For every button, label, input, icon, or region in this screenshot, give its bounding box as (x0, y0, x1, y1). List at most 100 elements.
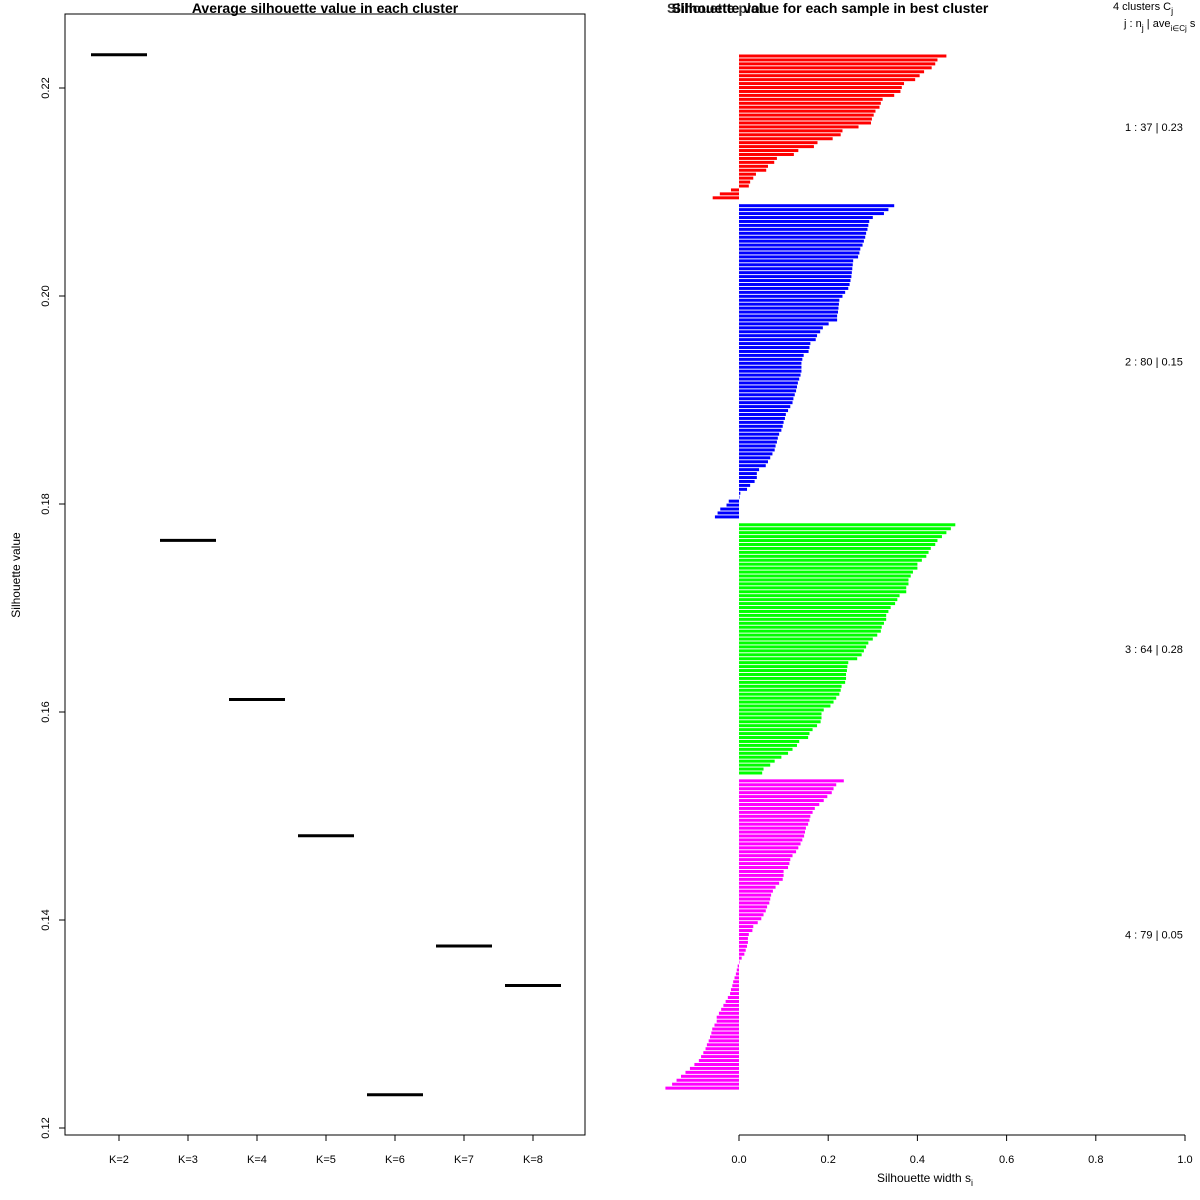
silhouette-bar (739, 456, 771, 460)
silhouette-bar (739, 921, 758, 925)
silhouette-bar (739, 586, 907, 590)
silhouette-bar (739, 452, 773, 456)
silhouette-bar (712, 1027, 739, 1031)
silhouette-bar (739, 259, 854, 263)
silhouette-bar (739, 275, 852, 279)
silhouette-bar (694, 1062, 739, 1066)
silhouette-bar (739, 767, 764, 771)
silhouette-bar (739, 862, 790, 866)
silhouette-bar (739, 929, 753, 933)
silhouette-bar (676, 1078, 739, 1082)
silhouette-bar (739, 338, 816, 342)
x-tick-label: K=7 (454, 1154, 474, 1166)
silhouette-bar (739, 432, 780, 436)
silhouette-bar (739, 322, 829, 326)
silhouette-bar (739, 960, 740, 964)
silhouette-bar (739, 629, 881, 633)
silhouette-bar (739, 361, 802, 365)
x-tick-label: 0.4 (910, 1154, 925, 1166)
silhouette-bar (739, 353, 804, 357)
silhouette-bar (739, 389, 797, 393)
silhouette-bar (739, 546, 931, 550)
x-tick-label: 0.6 (999, 1154, 1014, 1166)
silhouette-bar (739, 948, 746, 952)
silhouette-bar (739, 897, 771, 901)
x-tick-label: K=6 (385, 1154, 405, 1166)
silhouette-bar (718, 1011, 739, 1015)
silhouette-bar (739, 688, 841, 692)
silhouette-bar (739, 582, 909, 586)
silhouette-bar (739, 818, 810, 822)
silhouette-bar (739, 342, 811, 346)
silhouette-bar (739, 739, 800, 743)
x-tick-label: 0.0 (731, 1154, 746, 1166)
silhouette-bar (739, 82, 905, 86)
silhouette-bar (739, 558, 922, 562)
silhouette-bar (739, 223, 869, 227)
silhouette-bar (739, 89, 901, 93)
silhouette-bar (739, 204, 895, 208)
silhouette-bar (739, 578, 909, 582)
silhouette-bar (739, 783, 837, 787)
silhouette-bar (739, 172, 756, 176)
silhouette-bar (739, 755, 782, 759)
silhouette-bar (725, 999, 739, 1003)
y-tick-label: 0.18 (40, 493, 52, 514)
silhouette-bar (705, 1047, 739, 1051)
silhouette-bar (720, 507, 739, 511)
avg-silhouette-y-axis: 0.12 0.14 0.16 0.18 0.20 0.22 (40, 77, 65, 1139)
silhouette-bar (739, 802, 820, 806)
y-tick-label: 0.16 (40, 701, 52, 722)
silhouette-bar (739, 523, 956, 527)
silhouette-bar (739, 251, 860, 255)
silhouette-bar (739, 708, 824, 712)
silhouette-bar (739, 472, 757, 476)
silhouette-bar (739, 704, 831, 708)
silhouette-bar (703, 1051, 739, 1055)
silhouette-bar (739, 145, 814, 149)
silhouette-bar (739, 672, 847, 676)
silhouette-bar (739, 227, 868, 231)
silhouette-bar (739, 255, 859, 259)
legend-header-line1: 4 clusters Cj (1113, 1, 1173, 16)
silhouette-bar (732, 984, 739, 988)
silhouette-bar (739, 101, 881, 105)
silhouette-bar (739, 787, 834, 791)
silhouette-bar (739, 334, 818, 338)
silhouette-bar (739, 885, 776, 889)
silhouette-bar (739, 846, 799, 850)
silhouette-bar (739, 720, 821, 724)
silhouette-bar (716, 1019, 739, 1023)
silhouette-bar (733, 980, 739, 984)
silhouette-bar (739, 125, 859, 129)
silhouette-bar (739, 566, 918, 570)
x-tick-label: K=3 (178, 1154, 198, 1166)
silhouette-bar (739, 74, 920, 78)
silhouette-bar (739, 869, 784, 873)
silhouette-bar (739, 936, 748, 940)
silhouette-bar (739, 574, 911, 578)
x-tick-label: K=8 (523, 1154, 543, 1166)
silhouette-bar (739, 302, 839, 306)
silhouette-bar (681, 1074, 739, 1078)
silhouette-bar (739, 133, 841, 137)
silhouette-bar (728, 499, 739, 503)
silhouette-bar (739, 219, 870, 223)
silhouette-bar (739, 483, 751, 487)
silhouette-bar (739, 732, 810, 736)
silhouette-bar (739, 271, 852, 275)
silhouette-bar (710, 1035, 739, 1039)
silhouette-bar (739, 795, 828, 799)
avg-silhouette-plot-box (64, 13, 586, 1136)
silhouette-bar (739, 606, 891, 610)
y-tick-label: 0.12 (40, 1117, 52, 1138)
silhouette-bar (739, 314, 838, 318)
silhouette-bar (739, 799, 824, 803)
silhouette-bar (717, 511, 739, 515)
silhouette-bar (739, 109, 876, 113)
silhouette-bar (739, 385, 797, 389)
silhouette-bar (739, 267, 853, 271)
silhouette-bar (685, 1070, 739, 1074)
silhouette-bar (739, 397, 794, 401)
avg-silhouette-ylabel: Silhouette value (9, 532, 23, 618)
